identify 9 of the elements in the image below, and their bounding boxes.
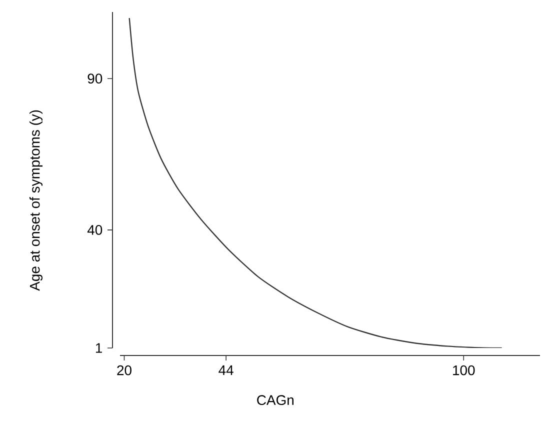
x-tick-label: 44 <box>218 365 234 375</box>
y-tick-label: 1 <box>96 343 102 353</box>
x-tick-label: 100 <box>453 365 475 376</box>
y-tick-label: 90 <box>88 74 102 84</box>
y-axis-title: Age at onset of symptoms (y) <box>29 110 42 291</box>
x-axis-title: CAGn <box>257 395 294 406</box>
y-tick-label: 40 <box>87 224 102 235</box>
line-series <box>128 17 502 348</box>
x-tick-label: 20 <box>117 365 132 376</box>
